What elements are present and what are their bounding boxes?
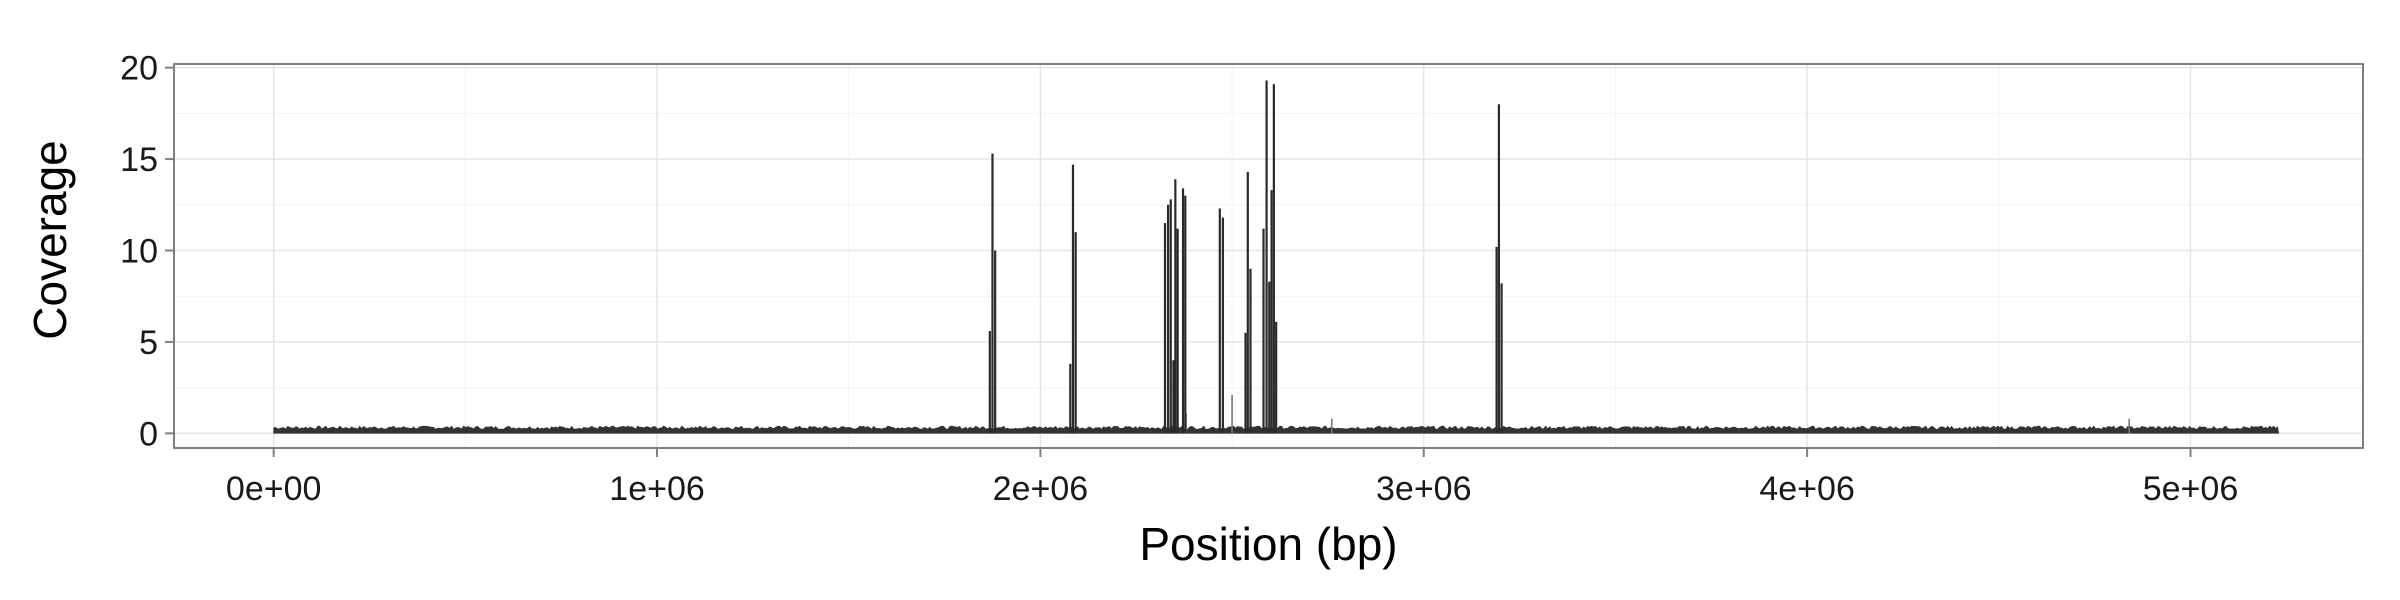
x-tick-label: 4e+06 bbox=[1759, 470, 1855, 508]
axis-ticks bbox=[165, 66, 2192, 457]
y-tick-label: 15 bbox=[120, 141, 158, 179]
x-tick-label: 2e+06 bbox=[993, 470, 1089, 508]
x-tick-label: 3e+06 bbox=[1376, 470, 1472, 508]
coverage-spikes bbox=[988, 80, 1503, 434]
y-axis-title: Coverage bbox=[24, 140, 76, 339]
y-tick-label: 5 bbox=[139, 324, 158, 362]
y-tick-label: 20 bbox=[120, 50, 158, 88]
x-axis-tick-labels: 0e+00 1e+06 2e+06 3e+06 4e+06 5e+06 bbox=[226, 470, 2238, 508]
x-tick-label: 5e+06 bbox=[2143, 470, 2239, 508]
y-axis-tick-labels: 0 5 10 15 20 bbox=[120, 50, 158, 454]
x-axis-title: Position (bp) bbox=[1139, 518, 1397, 570]
plot-panel bbox=[173, 63, 2364, 449]
x-tick-label: 0e+00 bbox=[226, 470, 322, 508]
y-tick-label: 0 bbox=[139, 415, 158, 453]
x-tick-label: 1e+06 bbox=[609, 470, 705, 508]
y-tick-label: 10 bbox=[120, 233, 158, 271]
